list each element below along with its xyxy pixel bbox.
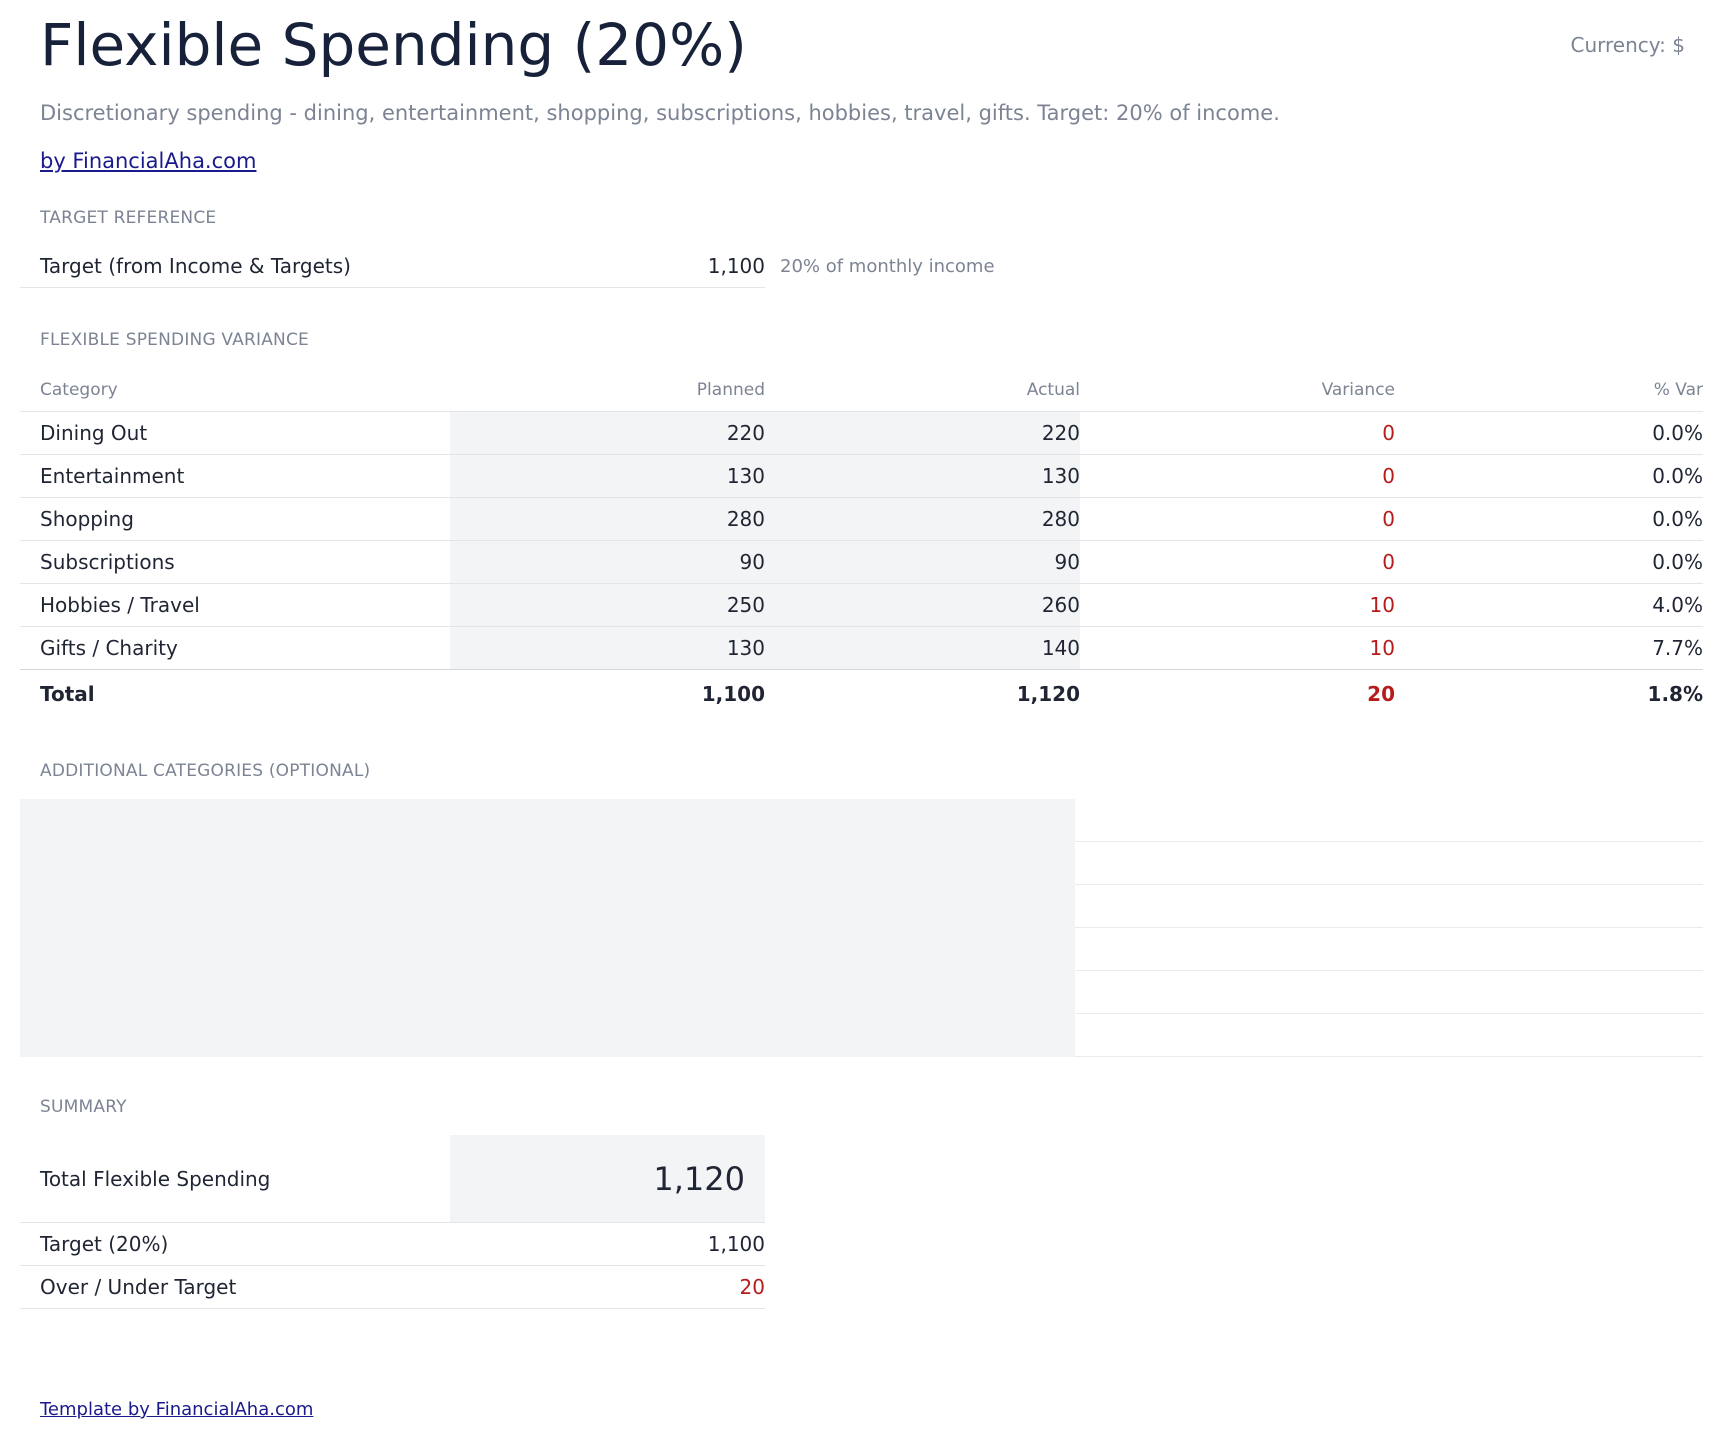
table-row: Gifts / Charity 130 140 10 7.7% bbox=[20, 627, 1703, 670]
category-cell[interactable]: Hobbies / Travel bbox=[40, 593, 200, 617]
table-row: Subscriptions 90 90 0 0.0% bbox=[20, 541, 1703, 584]
target-reference-note: 20% of monthly income bbox=[780, 256, 995, 277]
variance-cell: 10 bbox=[1369, 593, 1395, 617]
additional-categories-input-area[interactable] bbox=[20, 799, 1075, 1057]
target-reference-row: Target (from Income & Targets) 1,100 bbox=[20, 245, 765, 288]
category-cell[interactable]: Shopping bbox=[40, 507, 134, 531]
planned-cell[interactable]: 250 bbox=[450, 584, 765, 626]
divider bbox=[1075, 970, 1703, 971]
pct-var-cell: 7.7% bbox=[1652, 636, 1703, 660]
summary-target-row: Target (20%) 1,100 bbox=[20, 1223, 765, 1266]
summary-total-row: Total Flexible Spending 1,120 bbox=[20, 1135, 765, 1223]
by-financialaha-link[interactable]: by FinancialAha.com bbox=[40, 149, 257, 173]
currency-label: Currency: $ bbox=[1570, 33, 1685, 57]
column-header-actual: Actual bbox=[1026, 380, 1080, 400]
table-row: Entertainment 130 130 0 0.0% bbox=[20, 455, 1703, 498]
category-cell[interactable]: Entertainment bbox=[40, 464, 185, 488]
summary-total-label: Total Flexible Spending bbox=[40, 1166, 271, 1191]
template-credit-link[interactable]: Template by FinancialAha.com bbox=[40, 1399, 314, 1420]
variance-cell: 0 bbox=[1382, 464, 1395, 488]
variance-heading: FLEXIBLE SPENDING VARIANCE bbox=[40, 330, 309, 350]
divider bbox=[1075, 1013, 1703, 1014]
total-label: Total bbox=[40, 682, 95, 706]
pct-var-cell: 0.0% bbox=[1652, 464, 1703, 488]
column-header-pct-var: % Var bbox=[1653, 380, 1703, 400]
category-cell[interactable]: Subscriptions bbox=[40, 550, 175, 574]
planned-cell[interactable]: 220 bbox=[450, 412, 765, 454]
variance-cell: 0 bbox=[1382, 550, 1395, 574]
actual-cell[interactable]: 140 bbox=[765, 627, 1080, 669]
variance-cell: 10 bbox=[1369, 636, 1395, 660]
total-planned: 1,100 bbox=[701, 682, 765, 706]
actual-cell[interactable]: 130 bbox=[765, 455, 1080, 497]
target-reference-label: Target (from Income & Targets) bbox=[40, 254, 351, 278]
table-row: Dining Out 220 220 0 0.0% bbox=[20, 412, 1703, 455]
actual-cell[interactable]: 280 bbox=[765, 498, 1080, 540]
actual-cell[interactable]: 220 bbox=[765, 412, 1080, 454]
actual-cell[interactable]: 90 bbox=[765, 541, 1080, 583]
category-cell[interactable]: Dining Out bbox=[40, 421, 148, 445]
pct-var-cell: 4.0% bbox=[1652, 593, 1703, 617]
summary-over-under-row: Over / Under Target 20 bbox=[20, 1266, 765, 1309]
variance-cell: 0 bbox=[1382, 507, 1395, 531]
planned-cell[interactable]: 280 bbox=[450, 498, 765, 540]
table-row: Shopping 280 280 0 0.0% bbox=[20, 498, 1703, 541]
summary-over-under-label: Over / Under Target bbox=[40, 1275, 237, 1299]
total-row: Total 1,100 1,120 20 1.8% bbox=[20, 670, 1703, 718]
target-reference-value[interactable]: 1,100 bbox=[707, 254, 765, 278]
variance-header-row: Category Planned Actual Variance % Var bbox=[20, 369, 1703, 412]
summary-heading: SUMMARY bbox=[40, 1097, 127, 1117]
summary-target-label: Target (20%) bbox=[40, 1232, 169, 1256]
divider bbox=[1075, 884, 1703, 885]
divider bbox=[1075, 841, 1703, 842]
summary-over-under-value: 20 bbox=[739, 1275, 765, 1299]
planned-cell[interactable]: 130 bbox=[450, 455, 765, 497]
category-cell[interactable]: Gifts / Charity bbox=[40, 636, 178, 660]
divider bbox=[1075, 927, 1703, 928]
page-description: Discretionary spending - dining, enterta… bbox=[40, 101, 1280, 125]
divider bbox=[1075, 1056, 1703, 1057]
total-pct-var: 1.8% bbox=[1647, 682, 1703, 706]
pct-var-cell: 0.0% bbox=[1652, 421, 1703, 445]
page-title: Flexible Spending (20%) bbox=[40, 11, 747, 79]
pct-var-cell: 0.0% bbox=[1652, 507, 1703, 531]
planned-cell[interactable]: 130 bbox=[450, 627, 765, 669]
variance-cell: 0 bbox=[1382, 421, 1395, 445]
pct-var-cell: 0.0% bbox=[1652, 550, 1703, 574]
actual-cell[interactable]: 260 bbox=[765, 584, 1080, 626]
total-variance: 20 bbox=[1367, 682, 1395, 706]
column-header-category: Category bbox=[40, 380, 118, 400]
total-actual: 1,120 bbox=[1016, 682, 1080, 706]
column-header-variance: Variance bbox=[1321, 380, 1395, 400]
target-reference-heading: TARGET REFERENCE bbox=[40, 208, 217, 228]
column-header-planned: Planned bbox=[696, 380, 765, 400]
additional-categories-heading: ADDITIONAL CATEGORIES (OPTIONAL) bbox=[40, 761, 371, 781]
summary-total-value: 1,120 bbox=[450, 1135, 765, 1222]
summary-target-value: 1,100 bbox=[707, 1232, 765, 1256]
table-row: Hobbies / Travel 250 260 10 4.0% bbox=[20, 584, 1703, 627]
planned-cell[interactable]: 90 bbox=[450, 541, 765, 583]
